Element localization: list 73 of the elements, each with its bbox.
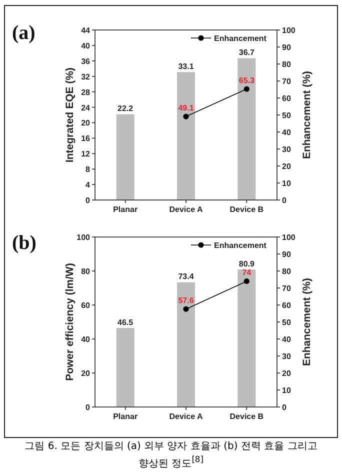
data-label: 22.2 — [118, 104, 134, 114]
y2-tick-label: 80 — [282, 60, 292, 69]
legend-label: Enhancement — [214, 241, 267, 250]
y-tick-label: 20 — [81, 118, 91, 128]
y-tick-label: 32 — [81, 72, 91, 82]
y-tick-label: 44 — [81, 26, 91, 35]
y-tick-label: 80 — [81, 267, 91, 276]
bar — [116, 114, 134, 200]
chart-title: (b) — [12, 232, 36, 254]
bar — [116, 328, 134, 407]
y2-tick-label: 10 — [282, 179, 292, 188]
y2-tick-label: 100 — [282, 233, 296, 242]
y-tick-label: 4 — [86, 180, 91, 190]
y2-tick-label: 30 — [282, 145, 292, 154]
chart-title: (a) — [12, 22, 36, 44]
y-tick-label: 16 — [81, 134, 91, 144]
y-axis-title: Power efficiency (lm/W) — [64, 263, 76, 381]
y2-axis-title: Enhancement (%) — [301, 278, 313, 366]
y2-tick-label: 60 — [282, 94, 292, 103]
bar — [238, 269, 256, 407]
y-tick-label: 40 — [81, 335, 91, 344]
x-tick-label: Device B — [230, 205, 264, 214]
legend-item: Enhancement — [190, 34, 266, 43]
data-label: 49.1 — [178, 104, 194, 113]
y-tick-label: 40 — [81, 41, 91, 50]
x-tick-label: Planar — [113, 412, 138, 421]
data-label: 46.5 — [118, 318, 134, 327]
x-tick-label: Device A — [169, 205, 203, 214]
y2-axis-title: Enhancement (%) — [301, 70, 313, 160]
x-tick-label: Device A — [169, 412, 203, 421]
data-label: 57.6 — [178, 296, 194, 306]
y2-tick-label: 50 — [282, 111, 292, 120]
legend-label: Enhancement — [214, 34, 267, 43]
y2-tick-label: 90 — [282, 250, 292, 259]
y-tick-label: 8 — [86, 165, 91, 174]
data-label: 73.4 — [178, 272, 194, 282]
y2-tick-label: 70 — [282, 284, 292, 293]
y2-tick-label: 80 — [282, 267, 292, 276]
y-tick-label: 60 — [81, 301, 91, 310]
y2-tick-label: 0 — [282, 196, 287, 205]
y-tick-label: 0 — [86, 196, 91, 205]
y2-tick-label: 40 — [282, 335, 292, 344]
y-tick-label: 100 — [76, 233, 91, 242]
data-label: 80.9 — [238, 259, 255, 268]
legend-item: Enhancement — [190, 241, 266, 250]
caption: 그림 6. 모든 장치들의 (a) 외부 양자 효율과 (b) 전력 효율 그리고 향상된 정도$^{[8]}$ — [24, 440, 318, 470]
y2-tick-label: 70 — [282, 77, 292, 86]
y2-tick-label: 0 — [282, 403, 287, 412]
y2-tick-label: 20 — [282, 162, 292, 171]
y-tick-label: 28 — [81, 88, 91, 97]
data-label: 74 — [242, 268, 252, 278]
y2-tick-label: 30 — [282, 352, 292, 361]
y-tick-label: 12 — [81, 150, 91, 159]
y2-tick-label: 50 — [282, 318, 292, 327]
y-tick-label: 36 — [81, 56, 91, 66]
y-axis-title: Integrated EQE (%) — [64, 67, 76, 163]
y2-tick-label: 100 — [282, 26, 296, 35]
y2-tick-label: 60 — [282, 301, 292, 310]
y2-tick-label: 90 — [282, 43, 292, 52]
y-tick-label: 0 — [86, 403, 91, 412]
y2-tick-label: 10 — [282, 386, 292, 395]
data-label: 36.7 — [238, 48, 255, 58]
bar — [177, 282, 195, 407]
x-tick-label: Device B — [230, 412, 264, 421]
y-tick-label: 20 — [81, 369, 91, 378]
bar — [238, 58, 256, 200]
y-tick-label: 24 — [81, 103, 91, 112]
y2-tick-label: 40 — [282, 128, 292, 137]
bar — [177, 72, 195, 200]
data-label: 33.1 — [178, 62, 194, 72]
y2-tick-label: 20 — [282, 369, 292, 378]
data-label: 65.3 — [238, 76, 255, 85]
x-tick-label: Planar — [113, 205, 138, 214]
